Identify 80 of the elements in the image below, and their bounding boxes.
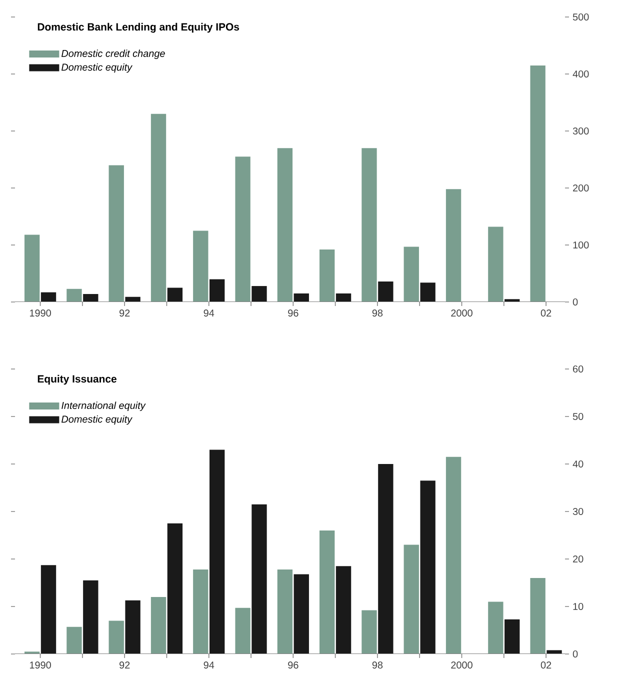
- bar: [235, 156, 250, 302]
- x-tick-label: 1990: [30, 310, 51, 317]
- bar: [446, 456, 462, 654]
- legend-label: Domestic equity: [61, 415, 133, 425]
- legend-label: International equity: [62, 402, 146, 411]
- bar: [336, 293, 352, 302]
- bar: [294, 293, 309, 302]
- bar: [488, 602, 504, 654]
- y-tick-label: 400: [572, 70, 589, 78]
- legend-label: Domestic credit change: [61, 50, 165, 59]
- y-tick-label: 30: [572, 508, 584, 516]
- bar: [66, 288, 82, 302]
- x-tick-label: 1990: [30, 662, 51, 669]
- y-tick-label: 100: [573, 241, 589, 249]
- bar: [320, 530, 335, 654]
- y-tick-label: 0: [572, 650, 578, 658]
- bar: [530, 65, 546, 302]
- x-tick-label: 94: [204, 310, 214, 317]
- y-tick-label: 10: [573, 602, 584, 610]
- bar: [108, 165, 124, 302]
- bar: [404, 544, 419, 654]
- bar: [362, 148, 377, 302]
- text: Domestic Bank Lending and Equity IPOs: [38, 22, 240, 33]
- x-tick-label: 92: [120, 310, 130, 317]
- x-tick-label: 94: [204, 662, 214, 669]
- y-tick-label: 0: [572, 298, 578, 306]
- bar: [378, 281, 394, 302]
- bar: [193, 230, 208, 302]
- bar: [530, 578, 546, 654]
- bar: [446, 189, 462, 302]
- y-tick-label: 500: [572, 13, 589, 21]
- bar: [420, 480, 436, 654]
- bar: [504, 619, 520, 654]
- bar: [193, 569, 208, 654]
- bar: [252, 504, 267, 654]
- bar: [420, 282, 436, 302]
- bar: [235, 608, 250, 654]
- bar: [546, 650, 562, 654]
- y-tick-label: 200: [573, 184, 589, 192]
- bar: [277, 148, 293, 302]
- bar: [83, 580, 98, 654]
- y-tick-label: 20: [573, 555, 584, 563]
- bar: [167, 288, 183, 302]
- bar: [277, 569, 293, 654]
- text: Equity Issuance: [38, 374, 116, 385]
- x-tick-label: 98: [372, 662, 383, 669]
- bar: [320, 250, 335, 302]
- legend-label: Domestic equity: [61, 63, 133, 73]
- bar: [210, 450, 225, 654]
- y-tick-label: 300: [572, 127, 589, 135]
- bar: [125, 296, 140, 302]
- x-tick-label: 02: [540, 662, 552, 669]
- bar: [404, 246, 419, 302]
- bar: [210, 279, 225, 302]
- x-tick-label: 02: [540, 310, 552, 317]
- bar: [83, 294, 98, 302]
- bar: [150, 597, 166, 654]
- x-tick-label: 96: [288, 662, 298, 669]
- x-tick-label: 2000: [451, 310, 472, 317]
- bar: [252, 286, 267, 302]
- bar: [108, 620, 124, 654]
- bar: [362, 610, 377, 654]
- bar: [24, 234, 40, 302]
- y-tick-label: 40: [572, 460, 584, 468]
- bar: [40, 565, 56, 654]
- x-tick-label: 98: [372, 310, 383, 317]
- bar: [336, 566, 352, 654]
- bar: [40, 292, 56, 302]
- y-tick-label: 50: [572, 412, 584, 420]
- bar: [66, 626, 82, 654]
- x-tick-label: 96: [288, 310, 298, 317]
- bar: [378, 464, 394, 654]
- x-tick-label: 2000: [451, 662, 472, 669]
- y-tick-label: 60: [573, 365, 584, 373]
- x-tick-label: 92: [120, 662, 130, 669]
- bar: [167, 523, 183, 654]
- bar: [150, 114, 166, 302]
- bar: [294, 574, 309, 654]
- bar: [125, 600, 140, 654]
- bar: [488, 226, 504, 302]
